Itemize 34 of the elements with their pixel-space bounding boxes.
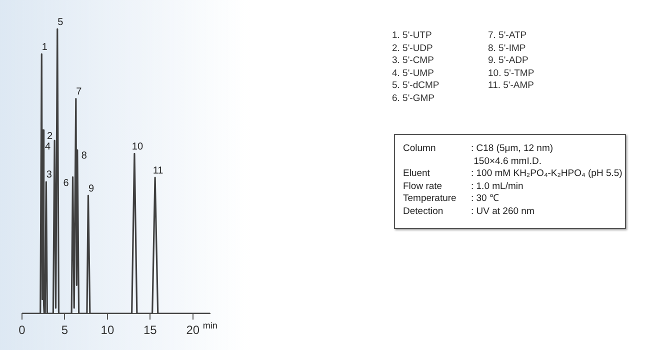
annotation: 4 — [44, 141, 51, 152]
text: 4. 5'-UMP — [392, 68, 435, 80]
text: 2. 5'-UDP — [392, 42, 434, 55]
text: 6. 5'-GMP — [392, 92, 436, 105]
annotation: 3 — [46, 170, 52, 181]
annotation: 9 — [88, 183, 94, 194]
x-tick-label: 0 — [18, 323, 26, 338]
x-tick-label: 5 — [61, 323, 68, 338]
text: Column : C18 (5μm, 12 nm) — [403, 143, 554, 154]
text: 7. 5'-ATP — [488, 30, 528, 42]
text: Eluent : 100 mM KH₂PO₄-K₂HPO₄ (pH 5.5) — [403, 168, 622, 179]
text: 5. 5'-dCMP — [392, 80, 440, 92]
annotation: 1 — [42, 42, 48, 53]
text: 11. 5'-AMP — [488, 80, 535, 92]
text: 150×4.6 mmI.D. — [472, 156, 542, 168]
text: 8. 5'-IMP — [488, 42, 527, 55]
text: 3. 5'-CMP — [392, 55, 435, 68]
text: 9. 5'-ADP — [488, 55, 530, 68]
text: 10. 5'-TMP — [488, 68, 536, 80]
annotation: 7 — [76, 86, 82, 98]
text: Detection : UV at 260 nm — [403, 206, 534, 216]
annotation: 5 — [58, 16, 64, 28]
x-axis-title: min — [202, 320, 218, 330]
x-tick-label: 10 — [100, 323, 114, 338]
text: 1. 5'-UTP — [392, 30, 433, 42]
annotation: 6 — [63, 178, 70, 189]
x-tick-label: 15 — [144, 323, 158, 338]
x-tick-label: 20 — [186, 323, 200, 338]
annotation: 10 — [132, 141, 144, 152]
annotation: 11 — [152, 165, 164, 176]
text: Temperature : 30 ℃ — [403, 193, 498, 204]
annotation: 8 — [81, 150, 88, 162]
annotation: 2 — [47, 130, 54, 142]
text: Flow rate : 1.0 mL/min — [403, 180, 524, 192]
